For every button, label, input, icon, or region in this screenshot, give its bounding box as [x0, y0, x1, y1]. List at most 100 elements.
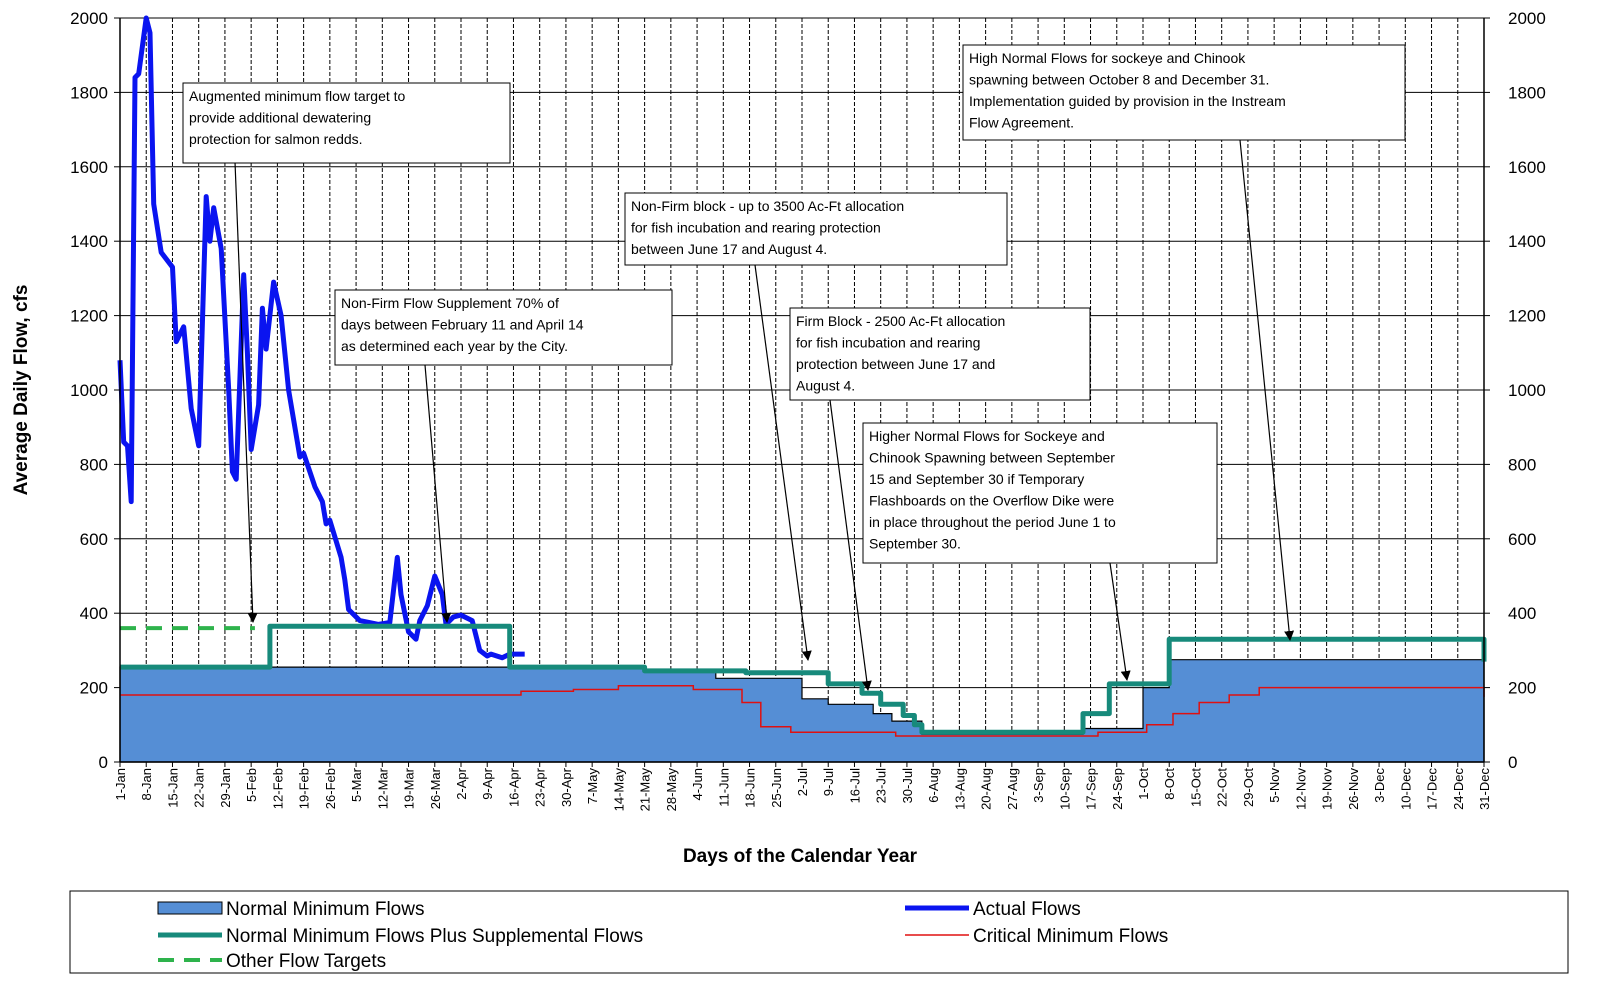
- x-tick-label: 30-Jul: [900, 768, 915, 804]
- annotation-arrow: [424, 364, 452, 623]
- annotation-box: [862, 422, 1218, 564]
- y2-tick-label: 1400: [1508, 232, 1546, 251]
- y2-tick-label: 1200: [1508, 307, 1546, 326]
- x-tick-label: 1-Oct: [1136, 768, 1151, 800]
- annotation-box: [789, 307, 1091, 401]
- annotation-text: Non-Firm block - up to 3500 Ac-Ft alloca…: [631, 198, 904, 214]
- legend-label: Normal Minimum Flows: [226, 899, 424, 920]
- x-tick-label: 22-Jan: [192, 768, 207, 808]
- x-tick-label: 23-Jul: [874, 768, 889, 804]
- annotation-arrow: [1109, 562, 1131, 681]
- x-tick-label: 9-Jul: [821, 768, 836, 796]
- x-tick-label: 14-May: [611, 768, 626, 812]
- y2-tick-label: 200: [1508, 679, 1536, 698]
- x-tick-label: 29-Oct: [1241, 768, 1256, 807]
- annotation-arrow: [754, 264, 812, 661]
- annotation-text: protection between June 17 and: [796, 356, 995, 372]
- annotation-text: Chinook Spawning between September: [869, 450, 1115, 466]
- annotation-box: [624, 192, 1008, 266]
- x-tick-label: 17-Sep: [1084, 768, 1099, 810]
- x-tick-label: 2-Apr: [454, 767, 469, 799]
- x-tick-label: 13-Aug: [952, 768, 967, 810]
- x-tick-label: 3-Sep: [1031, 768, 1046, 803]
- x-tick-label: 9-Apr: [480, 767, 495, 799]
- x-tick-label: 10-Sep: [1057, 768, 1072, 810]
- y-tick-label: 0: [99, 753, 108, 772]
- marks: [117, 15, 1487, 763]
- y2-tick-label: 1600: [1508, 158, 1546, 177]
- annotation-text: in place throughout the period June 1 to: [869, 514, 1116, 530]
- legend-label: Actual Flows: [973, 899, 1081, 920]
- annotation-arrow: [234, 161, 258, 623]
- y-tick-label: 400: [80, 604, 108, 623]
- legend-box: [69, 890, 1569, 974]
- x-tick-label: 16-Apr: [506, 767, 521, 807]
- x-tick-label: 15-Jan: [165, 768, 180, 808]
- x-tick-label: 17-Dec: [1425, 768, 1440, 810]
- axes: 0 200 400 600 800 1000 1200 1400 1600 1800 2000 0 20…: [70, 9, 1546, 811]
- annotation-text: for fish incubation and rearing: [796, 335, 980, 351]
- x-tick-label: 16-Jul: [847, 768, 862, 804]
- legend-swatch: [157, 901, 223, 915]
- x-tick-label: 18-Jun: [743, 768, 758, 808]
- y2-tick-label: 400: [1508, 604, 1536, 623]
- x-tick-label: 22-Oct: [1215, 768, 1230, 807]
- x-tick-label: 8-Jan: [139, 768, 154, 801]
- annotation-text: Firm Block - 2500 Ac-Ft allocation: [796, 313, 1005, 329]
- legend-label: Critical Minimum Flows: [973, 926, 1168, 947]
- x-tick-label: 11-Jun: [716, 768, 731, 807]
- x-tick-label: 4-Jun: [690, 768, 705, 801]
- x-tick-label: 26-Mar: [428, 767, 443, 809]
- line: [120, 684, 1485, 737]
- x-tick-label: 12-Mar: [375, 767, 390, 809]
- annotation-text: days between February 11 and April 14: [341, 317, 584, 333]
- y-axis-label: Average Daily Flow, cfs: [11, 285, 32, 496]
- legend-label: Other Flow Targets: [226, 951, 386, 972]
- x-axis-label: Days of the Calendar Year: [683, 846, 918, 867]
- line: [117, 15, 525, 661]
- y-tick-label: 1400: [70, 232, 108, 251]
- x-tick-label: 6-Aug: [926, 768, 941, 803]
- x-tick-label: 25-Jun: [769, 768, 784, 808]
- x-tick-label: 28-May: [664, 768, 679, 812]
- x-tick-label: 24-Sep: [1110, 768, 1125, 810]
- x-tick-label: 20-Aug: [979, 768, 994, 810]
- x-tick-label: 2-Jul: [795, 768, 810, 796]
- y-tick-label: 1200: [70, 307, 108, 326]
- y-tick-label: 600: [80, 530, 108, 549]
- annotation-text: Flow Agreement.: [969, 115, 1074, 131]
- x-tick-label: 31-Dec: [1477, 768, 1492, 810]
- x-tick-label: 26-Nov: [1346, 768, 1361, 810]
- annotation-arrow: [1239, 139, 1295, 641]
- annotation-text: protection for salmon redds.: [189, 131, 363, 147]
- annotation-text: Augmented minimum flow target to: [189, 88, 406, 104]
- annotation-box: [334, 289, 673, 366]
- annotation-text: for fish incubation and rearing protecti…: [631, 220, 881, 236]
- y2-tick-label: 600: [1508, 530, 1536, 549]
- annotation-text: Flashboards on the Overflow Dike were: [869, 493, 1114, 509]
- annotations: Augmented minimum flow target to provide …: [182, 44, 1406, 691]
- x-tick-label: 24-Dec: [1451, 768, 1466, 810]
- x-tick-label: 10-Dec: [1398, 768, 1413, 810]
- annotation-text: Implementation guided by provision in th…: [969, 93, 1286, 109]
- x-tick-label: 12-Nov: [1293, 768, 1308, 810]
- annotation-text: 15 and September 30 if Temporary: [869, 471, 1084, 487]
- annotation-text: as determined each year by the City.: [341, 338, 568, 354]
- x-tick-label: 30-Apr: [559, 767, 574, 807]
- y2-tick-label: 800: [1508, 455, 1536, 474]
- annotation-box: [182, 82, 511, 164]
- annotation-text: September 30.: [869, 536, 961, 552]
- y-tick-label: 2000: [70, 9, 108, 28]
- x-tick-label: 23-Apr: [533, 767, 548, 807]
- x-tick-label: 1-Jan: [113, 768, 128, 801]
- x-tick-label: 5-Feb: [244, 768, 259, 802]
- x-tick-label: 12-Feb: [270, 768, 285, 809]
- legend-label: Normal Minimum Flows Plus Supplemental F…: [226, 926, 643, 947]
- x-tick-label: 26-Feb: [323, 768, 338, 809]
- x-tick-label: 3-Dec: [1372, 768, 1387, 803]
- x-tick-label: 29-Jan: [218, 768, 233, 808]
- x-tick-label: 5-Nov: [1267, 768, 1282, 803]
- x-tick-label: 27-Aug: [1005, 768, 1020, 810]
- x-tick-label: 8-Oct: [1162, 768, 1177, 800]
- legend: Normal Minimum Flows Actual Flows Normal M…: [157, 899, 1168, 972]
